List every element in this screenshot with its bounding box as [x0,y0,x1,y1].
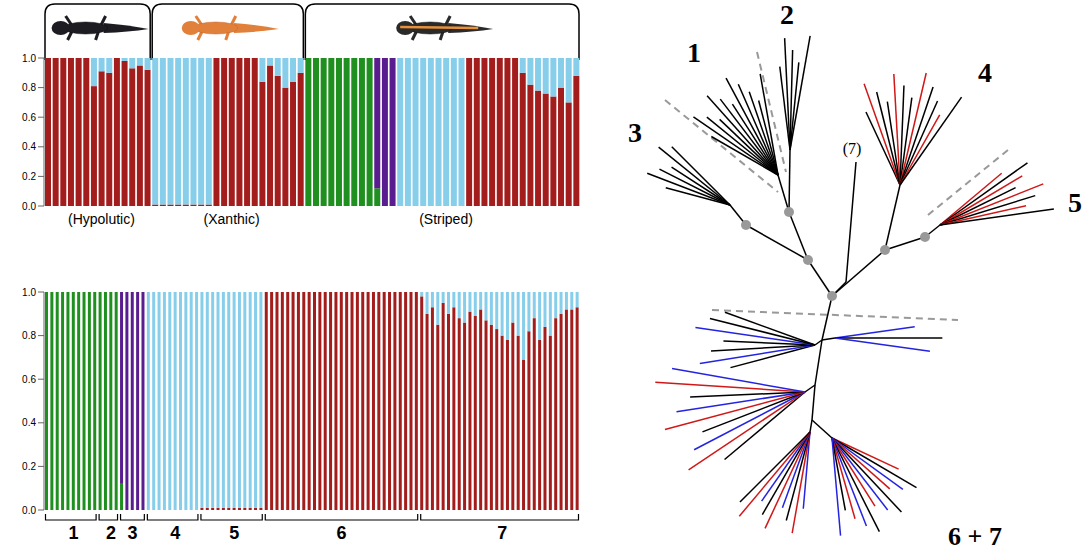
svg-text:0.4: 0.4 [22,417,36,428]
svg-text:0.6: 0.6 [22,112,36,123]
svg-text:3: 3 [127,523,137,543]
svg-text:0.8: 0.8 [22,330,36,341]
svg-text:(Striped): (Striped) [419,211,473,227]
svg-text:1.0: 1.0 [22,53,36,64]
svg-text:4: 4 [170,523,180,543]
svg-text:1: 1 [68,523,78,543]
svg-text:5: 5 [229,523,239,543]
svg-text:0.8: 0.8 [22,82,36,93]
svg-text:1: 1 [687,37,701,68]
svg-text:0.2: 0.2 [22,461,36,472]
svg-text:(Xanthic): (Xanthic) [204,211,260,227]
svg-text:3: 3 [628,117,642,148]
svg-text:2: 2 [780,0,794,30]
svg-text:1.0: 1.0 [22,287,36,298]
svg-text:6: 6 [336,523,346,543]
svg-text:0.2: 0.2 [22,171,36,182]
svg-text:6 + 7: 6 + 7 [948,522,1002,551]
svg-text:0.0: 0.0 [22,201,36,212]
svg-text:(Hypolutic): (Hypolutic) [68,211,135,227]
svg-text:(7): (7) [843,140,862,158]
svg-text:5: 5 [1068,187,1082,218]
svg-text:0.6: 0.6 [22,374,36,385]
svg-text:2: 2 [106,523,116,543]
svg-text:0.0: 0.0 [22,505,36,516]
svg-text:4: 4 [978,57,992,88]
svg-text:0.4: 0.4 [22,141,36,152]
svg-text:7: 7 [497,523,507,543]
